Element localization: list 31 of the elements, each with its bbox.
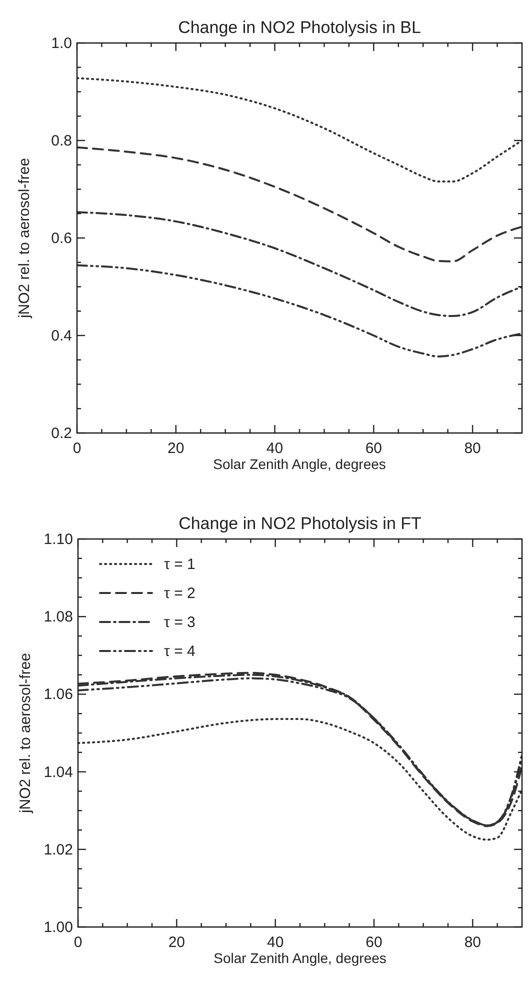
y-tick-label: 1.10 [44, 531, 73, 548]
x-tick-label: 0 [74, 934, 82, 951]
x-tick-label: 20 [168, 934, 186, 951]
legend-label: τ = 1 [164, 556, 196, 573]
x-tick-label: 20 [168, 440, 184, 457]
legend-label: τ = 3 [164, 614, 196, 631]
x-tick-label: 80 [464, 934, 482, 951]
x-tick-label: 60 [365, 440, 382, 457]
y-axis-title: jNO2 rel. to aerosol-free [17, 652, 34, 814]
y-tick-label: 1.02 [44, 841, 73, 858]
x-axis-title: Solar Zenith Angle, degrees [214, 950, 386, 966]
y-tick-label: 0.2 [51, 425, 72, 442]
x-tick-label: 40 [266, 440, 284, 457]
y-tick-label: 0.8 [51, 132, 72, 150]
y-axis-title: jNO2 rel. to aerosol-free [16, 158, 33, 320]
y-tick-label: 0.4 [51, 328, 72, 344]
chart-title: Change in NO2 Photolysis in BL [178, 18, 421, 37]
y-tick-label: 1.06 [44, 686, 73, 704]
y-tick-label: 1.0 [51, 35, 72, 52]
x-tick-label: 0 [72, 440, 82, 457]
x-tick-label: 80 [464, 440, 481, 457]
y-tick-label: 1.04 [44, 764, 73, 781]
legend-label: τ = 2 [164, 585, 196, 602]
x-axis-title: Solar Zenith Angle, degrees [213, 456, 386, 472]
y-tick-label: 0.6 [51, 230, 72, 247]
y-tick-label: 1.00 [44, 919, 73, 936]
x-tick-label: 60 [366, 934, 382, 951]
chart-title: Change in NO2 Photolysis in FT [178, 514, 422, 533]
y-tick-label: 1.08 [44, 608, 73, 626]
legend-label: τ = 4 [164, 643, 196, 660]
x-tick-label: 40 [266, 934, 284, 951]
